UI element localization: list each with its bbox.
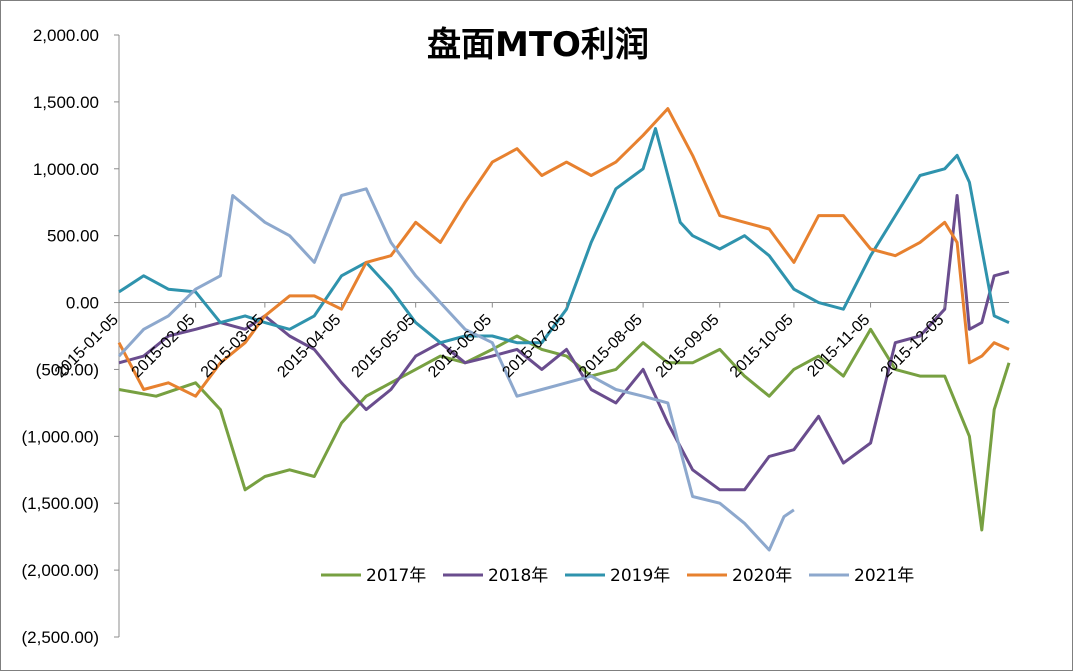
legend-label: 2018年 — [488, 566, 548, 586]
y-tick-label: 0.00 — [66, 294, 99, 313]
y-tick-label: (500.00) — [36, 360, 99, 379]
series-line-1 — [118, 194, 1010, 492]
legend-label: 2020年 — [732, 566, 792, 586]
x-tick-label: 2015-02-05 — [129, 311, 199, 381]
x-tick-label: 2015-03-05 — [198, 311, 268, 381]
x-tick-label: 2015-09-05 — [653, 311, 723, 381]
x-tick-label: 2015-11-05 — [804, 311, 873, 380]
y-tick-label: (1,000.00) — [22, 427, 100, 446]
y-tick-label: (1,500.00) — [22, 494, 100, 513]
series-line-0 — [118, 327, 1011, 532]
x-tick-label: 2015-10-05 — [727, 311, 797, 381]
series-line-4 — [117, 187, 795, 552]
y-tick-label: 500.00 — [47, 227, 99, 246]
series-line-2 — [118, 127, 1010, 345]
y-tick-label: 2,000.00 — [33, 26, 99, 45]
y-tick-label: (2,500.00) — [22, 628, 100, 647]
chart-title: 盘面MTO利润 — [427, 25, 649, 65]
series-line-3 — [117, 107, 1010, 398]
legend-label: 2019年 — [610, 566, 670, 586]
y-tick-label: (2,000.00) — [22, 561, 100, 580]
legend-label: 2021年 — [854, 566, 914, 586]
x-tick-label: 2015-07-05 — [499, 311, 569, 381]
x-tick-label: 2015-04-05 — [274, 311, 344, 381]
legend-label: 2017年 — [366, 566, 426, 586]
x-tick-label: 2015-05-05 — [349, 311, 419, 381]
y-tick-label: 1,500.00 — [33, 93, 99, 112]
x-tick-label: 2015-12-05 — [878, 311, 948, 381]
y-tick-label: 1,000.00 — [33, 160, 99, 179]
